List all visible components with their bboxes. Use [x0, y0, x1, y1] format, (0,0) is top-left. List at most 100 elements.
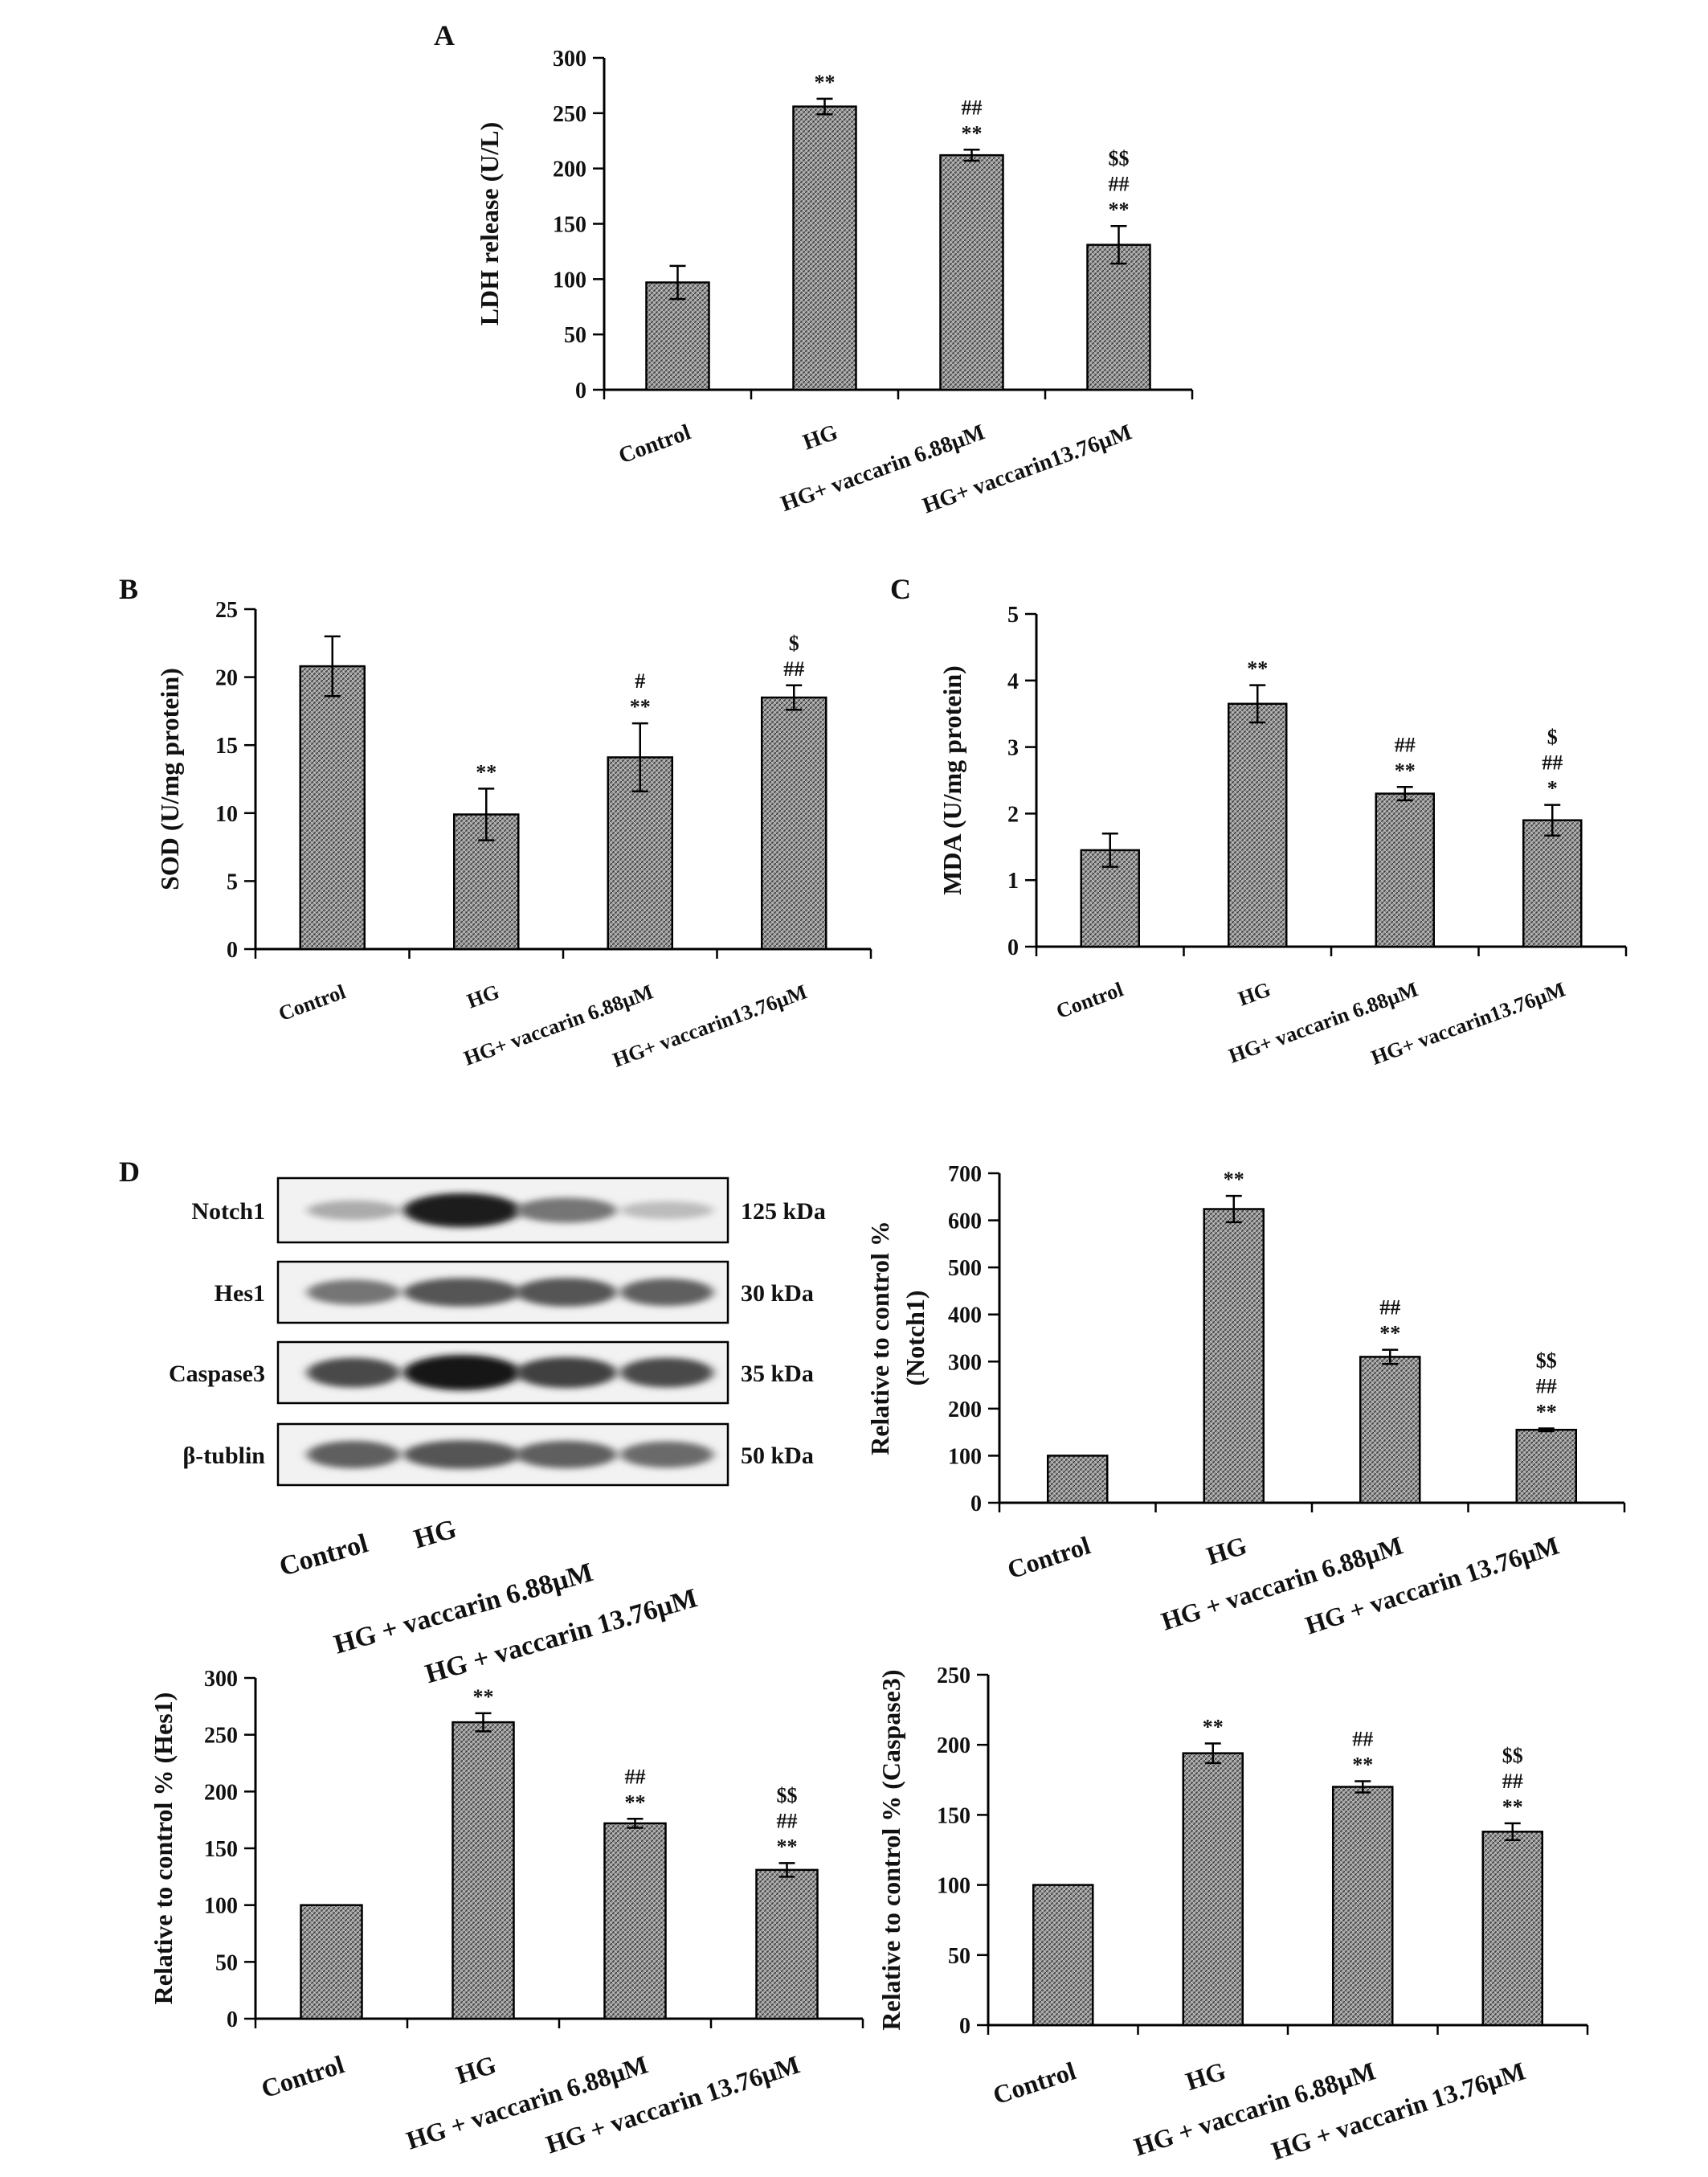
y-axis-label: LDH release (U/L) — [475, 122, 504, 326]
bar — [1228, 702, 1288, 948]
y-tick-label: 200 — [937, 1733, 970, 1758]
y-tick-label: 600 — [948, 1209, 982, 1234]
y-tick-label: 50 — [215, 1950, 238, 1975]
significance-label: ## — [1352, 1728, 1373, 1751]
significance-label: ## — [1379, 1296, 1400, 1320]
x-tick-label: HG + vaccarin 6.88μM — [1130, 2056, 1379, 2161]
significance-label: ** — [1502, 1795, 1523, 1819]
blot-lane-label: HG — [411, 1514, 460, 1554]
y-tick-label: 0 — [227, 2007, 238, 2032]
significance-label: ** — [1109, 198, 1130, 221]
blot-band — [307, 1200, 400, 1221]
bar — [1481, 1831, 1543, 2027]
y-tick-label: 250 — [553, 102, 586, 127]
blot-band — [620, 1278, 713, 1307]
significance-label: $$ — [1109, 146, 1130, 170]
y-tick-label: 300 — [204, 1667, 238, 1692]
blot-band — [620, 1357, 713, 1388]
blot-protein-label: Caspase3 — [169, 1361, 265, 1387]
significance-label: * — [1547, 777, 1558, 800]
x-tick-label: HG — [452, 2049, 500, 2089]
y-tick-label: 5 — [1007, 603, 1019, 628]
y-tick-label: 100 — [204, 1894, 238, 1919]
chart-d-hes1: 0 50 100 150 200 250 300 Relative to control % … — [149, 1667, 864, 2159]
x-tick-label: HG + vaccarin 13.76μM — [542, 2049, 803, 2159]
significance-label: ** — [1536, 1400, 1557, 1423]
blot-band — [307, 1279, 400, 1305]
y-tick-label: 0 — [227, 938, 238, 963]
significance-label: ## — [625, 1765, 646, 1788]
significance-label: ## — [1395, 733, 1416, 756]
bar — [939, 153, 1004, 391]
blot-band — [620, 1201, 713, 1220]
blot-band — [516, 1278, 617, 1307]
x-tick-label: HG — [799, 419, 841, 455]
blot-band — [620, 1441, 713, 1468]
chart-d-notch1: 0 100 200 300 400 500 600 700 Relative to contro… — [865, 1162, 1626, 1640]
y-axis-label-line2: (Notch1) — [901, 1290, 930, 1385]
significance-label: ## — [777, 1809, 798, 1832]
y-tick-label: 100 — [948, 1444, 982, 1469]
blot-protein-label: Hes1 — [215, 1280, 265, 1307]
x-tick-label: Control — [276, 980, 349, 1025]
blot-band — [403, 1440, 521, 1469]
bar — [792, 105, 857, 391]
significance-label: ** — [1395, 759, 1416, 782]
bar — [1047, 1455, 1109, 1504]
blot-kda-label: 30 kDa — [741, 1280, 814, 1307]
significance-label: ## — [1536, 1374, 1557, 1397]
significance-label: ** — [962, 121, 983, 145]
x-tick-label: HG — [1235, 977, 1273, 1010]
bar — [1332, 1786, 1394, 2027]
x-tick-label: Control — [1053, 977, 1126, 1023]
y-tick-label: 0 — [1007, 935, 1019, 960]
bar — [1522, 819, 1583, 948]
bar — [452, 1721, 515, 2020]
y-tick-label: 300 — [948, 1350, 982, 1375]
blot-band — [403, 1193, 521, 1228]
bar — [755, 1868, 819, 2020]
significance-label: ## — [783, 657, 804, 681]
bar — [1182, 1752, 1244, 2027]
y-axis-label: MDA (U/mg protein) — [938, 665, 966, 895]
panel-letter-d: D — [119, 1156, 140, 1188]
bar — [1359, 1356, 1421, 1504]
y-axis-label: SOD (U/mg protein) — [155, 668, 184, 890]
y-tick-label: 5 — [227, 870, 238, 894]
y-tick-label: 150 — [204, 1837, 238, 1862]
significance-label: ** — [777, 1835, 798, 1858]
y-tick-label: 1 — [1007, 869, 1019, 894]
blot-band — [516, 1357, 617, 1389]
y-tick-label: 50 — [564, 323, 586, 348]
bar — [645, 281, 710, 391]
x-tick-label: Control — [1003, 1530, 1093, 1584]
y-tick-label: 250 — [937, 1663, 970, 1688]
chart-b-sod: 0 5 10 15 20 25 SOD (U/mg protein) Control ** HG *… — [155, 598, 872, 1072]
blot-kda-label: 125 kDa — [741, 1198, 826, 1225]
chart-d-caspase3: 0 50 100 150 200 250 Relative to control % (Ca… — [876, 1663, 1589, 2166]
blot-kda-label: 35 kDa — [741, 1361, 814, 1387]
x-tick-label: Control — [615, 419, 694, 469]
blot-band — [516, 1440, 617, 1469]
y-tick-label: 200 — [948, 1397, 982, 1422]
y-tick-label: 3 — [1007, 736, 1019, 761]
panel-letter-c: C — [890, 573, 911, 605]
y-tick-label: 150 — [553, 213, 586, 238]
panel-letter-a: A — [434, 19, 455, 51]
x-tick-label: HG — [1203, 1530, 1250, 1570]
significance-label: ## — [1109, 172, 1130, 195]
significance-label: ** — [815, 71, 836, 94]
x-tick-label: HG — [464, 980, 502, 1013]
y-axis-label: Relative to control % (Hes1) — [149, 1692, 178, 2005]
significance-label: $ — [789, 632, 799, 655]
blot-band — [516, 1197, 617, 1223]
bar — [1515, 1428, 1577, 1504]
y-tick-label: 200 — [204, 1780, 238, 1805]
blot-protein-label: β-tublin — [182, 1442, 265, 1469]
y-tick-label: 10 — [215, 802, 238, 827]
significance-label: ** — [1247, 657, 1268, 681]
y-tick-label: 4 — [1007, 669, 1019, 694]
x-tick-label: HG + vaccarin 13.76μM — [1268, 2056, 1529, 2165]
bar — [1032, 1884, 1094, 2027]
